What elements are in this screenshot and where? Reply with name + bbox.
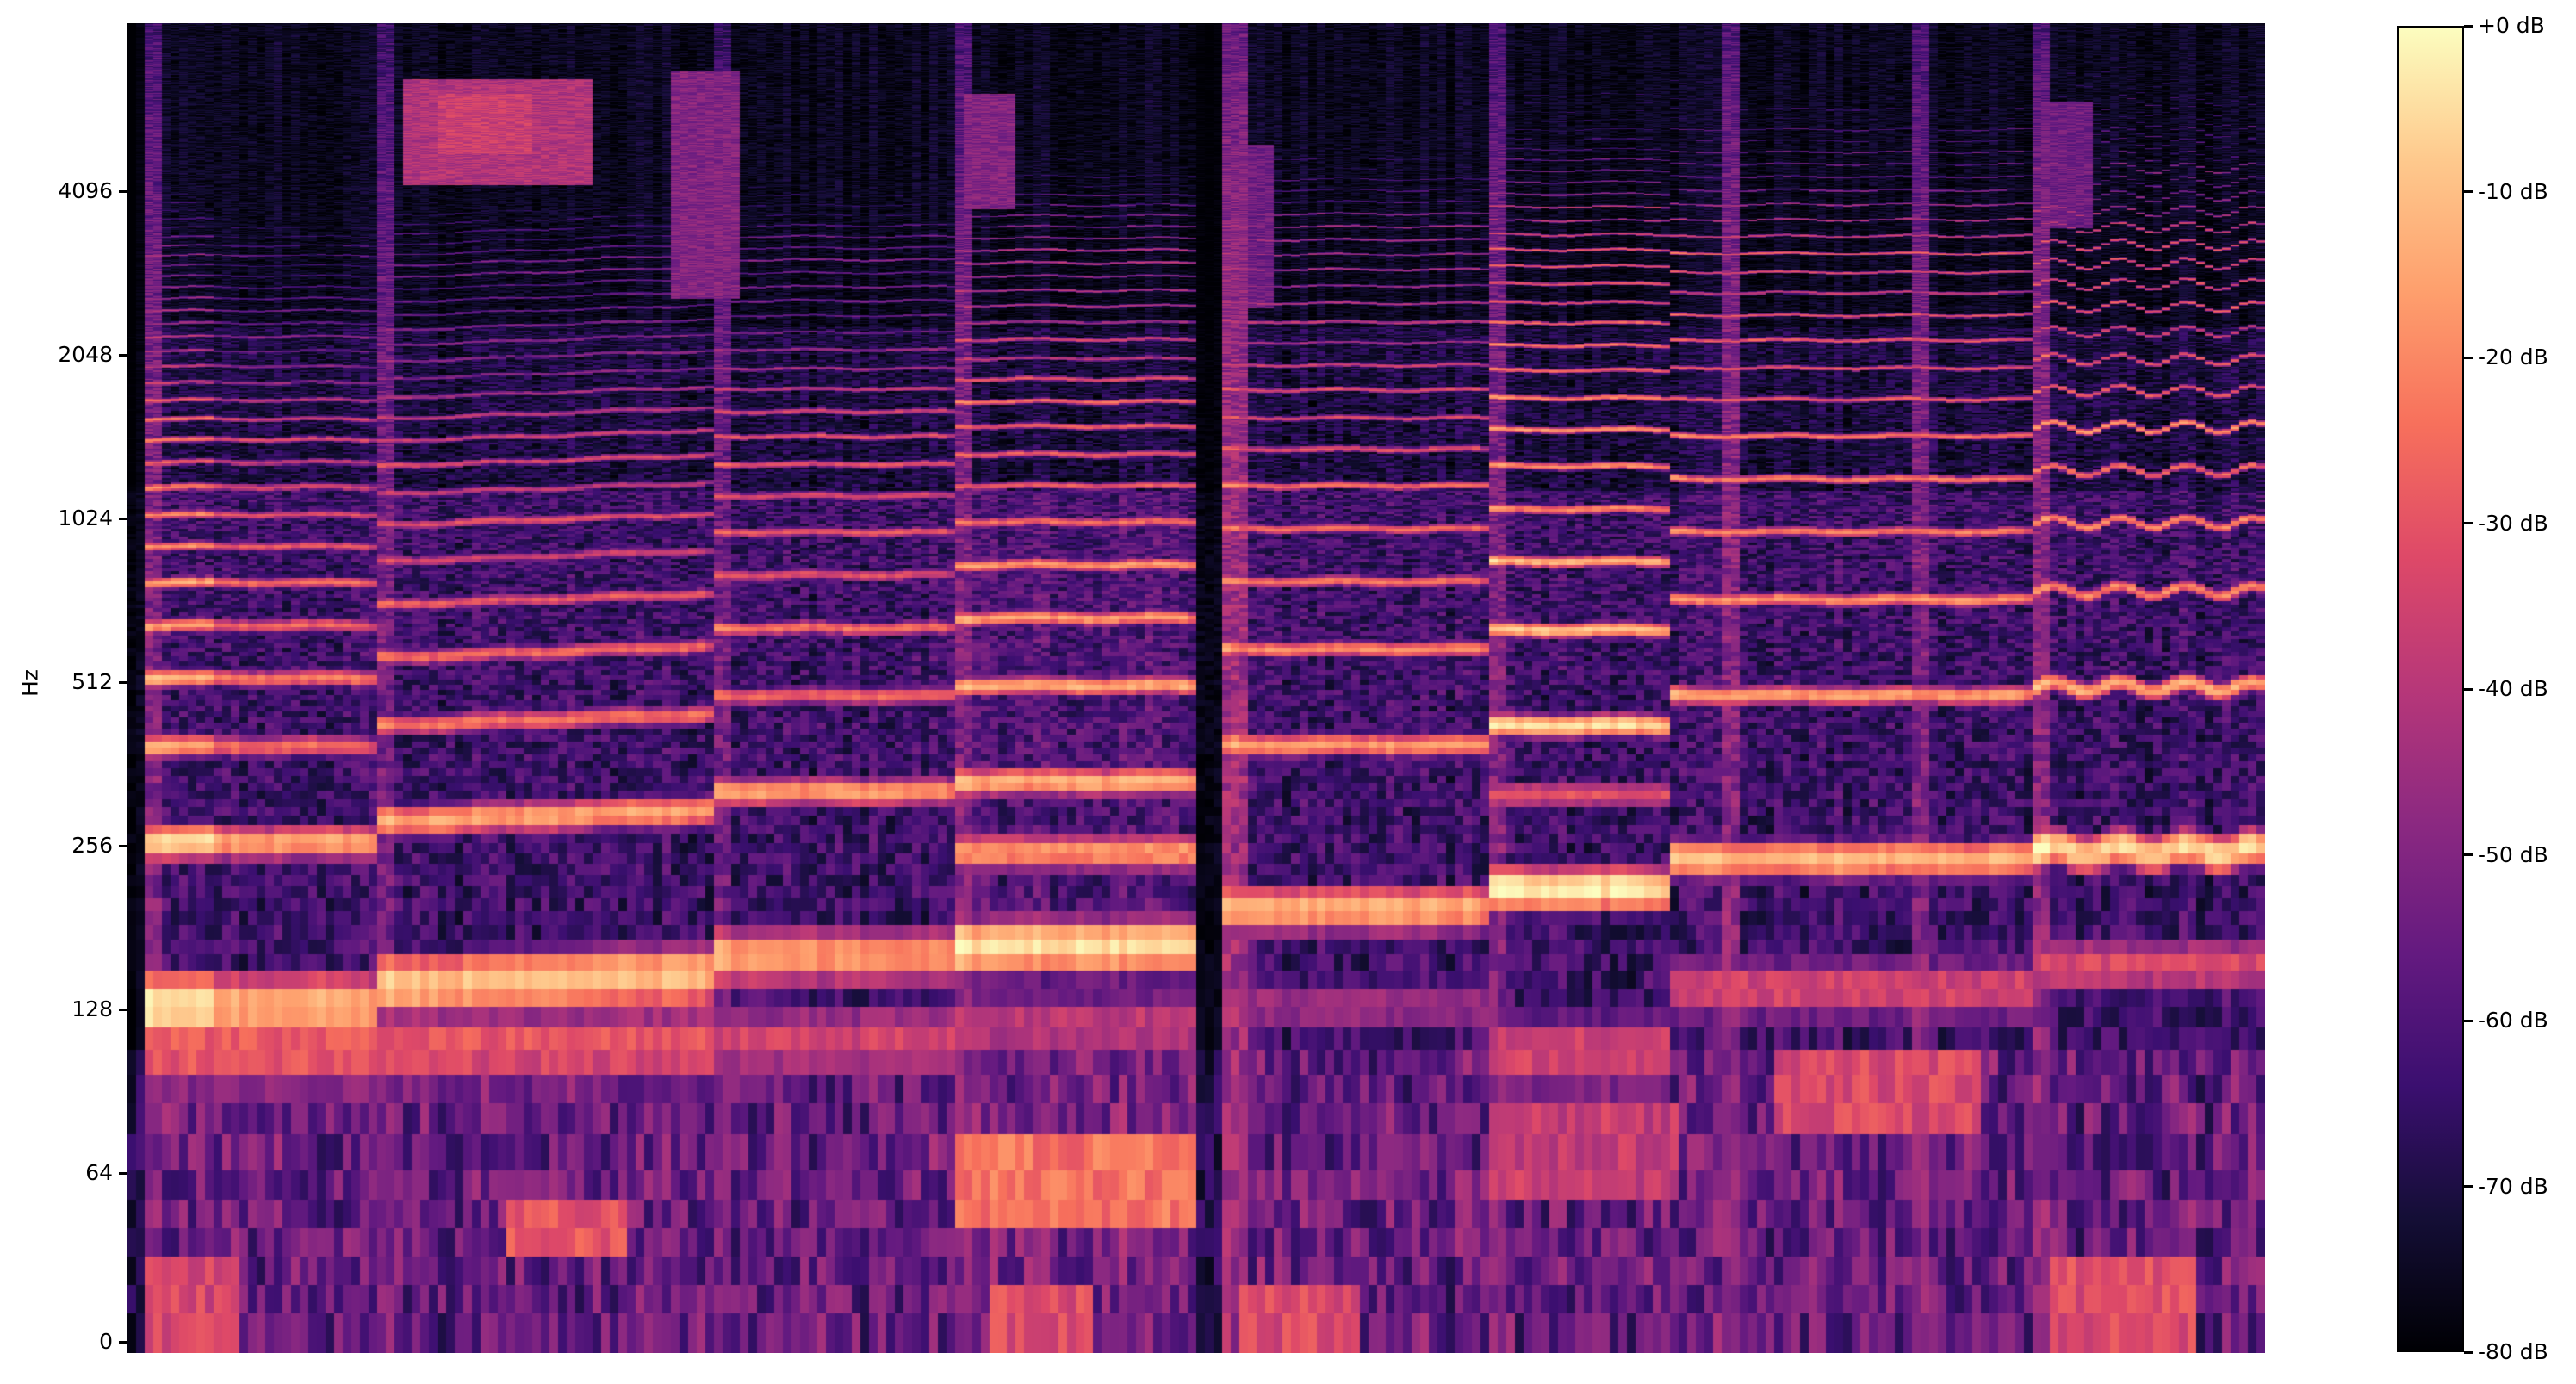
colorbar-tick-mark xyxy=(2464,24,2473,28)
y-tick-mark xyxy=(119,1171,127,1175)
y-tick-mark xyxy=(119,844,127,847)
y-tick-label: 2048 xyxy=(58,342,113,367)
colorbar-tick-mark xyxy=(2464,1185,2473,1188)
y-tick-label: 256 xyxy=(71,833,113,858)
colorbar-tick-label: -30 dB xyxy=(2478,510,2548,536)
y-tick-label: 4096 xyxy=(58,178,113,203)
y-tick-label: 1024 xyxy=(58,506,113,531)
colorbar-tick-label: -80 dB xyxy=(2478,1339,2548,1364)
y-tick-mark xyxy=(119,353,127,357)
y-tick-label: 512 xyxy=(71,669,113,694)
colorbar-tick-mark xyxy=(2464,1350,2473,1354)
colorbar-tick-mark xyxy=(2464,522,2473,524)
y-tick-mark xyxy=(119,1340,127,1344)
colorbar-tick-mark xyxy=(2464,190,2473,193)
colorbar-tick-label: -60 dB xyxy=(2478,1008,2548,1033)
colorbar-tick-mark xyxy=(2464,853,2473,856)
colorbar-tick-mark xyxy=(2464,687,2473,691)
y-tick-mark xyxy=(119,680,127,684)
colorbar-tick-mark xyxy=(2464,356,2473,359)
colorbar-tick-label: +0 dB xyxy=(2478,13,2545,38)
colorbar-tick-label: -10 dB xyxy=(2478,178,2548,204)
spectrogram-canvas xyxy=(127,23,2265,1353)
colorbar-tick-label: -40 dB xyxy=(2478,676,2548,701)
colorbar-tick-label: -70 dB xyxy=(2478,1173,2548,1199)
y-tick-mark xyxy=(119,1008,127,1011)
y-tick-mark xyxy=(119,189,127,193)
colorbar-tick-label: -50 dB xyxy=(2478,841,2548,867)
y-tick-mark xyxy=(119,517,127,520)
colorbar-tick-mark xyxy=(2464,1019,2473,1022)
y-tick-label: 0 xyxy=(99,1329,113,1354)
colorbar xyxy=(2397,26,2464,1352)
y-tick-label: 128 xyxy=(71,996,113,1021)
y-tick-label: 64 xyxy=(85,1160,113,1185)
colorbar-tick-label: -20 dB xyxy=(2478,344,2548,369)
